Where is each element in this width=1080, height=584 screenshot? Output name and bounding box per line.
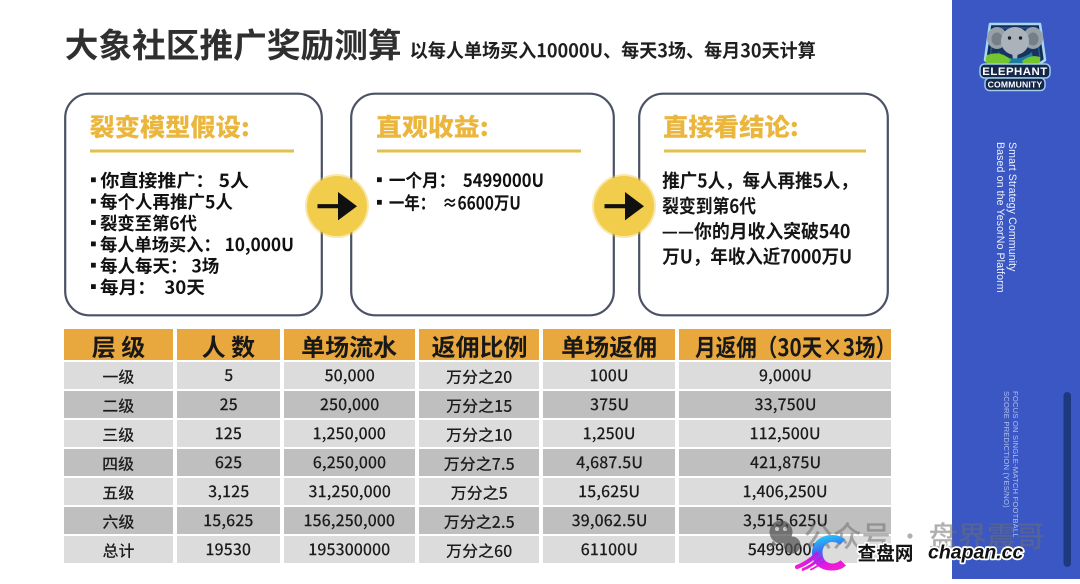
svg-text:chapan.cc: chapan.cc <box>928 542 1024 564</box>
svg-text:Smart Strategy Community: Smart Strategy Community <box>1006 142 1018 272</box>
svg-text:FOCUS ON SINGLE-MATCH FOOTBALL: FOCUS ON SINGLE-MATCH FOOTBALL <box>1011 391 1020 538</box>
svg-text:Based on the YesorNo Platform: Based on the YesorNo Platform <box>994 142 1006 293</box>
svg-text:COMMUNITY: COMMUNITY <box>988 80 1043 90</box>
svg-text:ELEPHANT: ELEPHANT <box>982 66 1047 78</box>
svg-text:SCORE PREDICTION (YES/NO): SCORE PREDICTION (YES/NO) <box>1002 391 1011 508</box>
